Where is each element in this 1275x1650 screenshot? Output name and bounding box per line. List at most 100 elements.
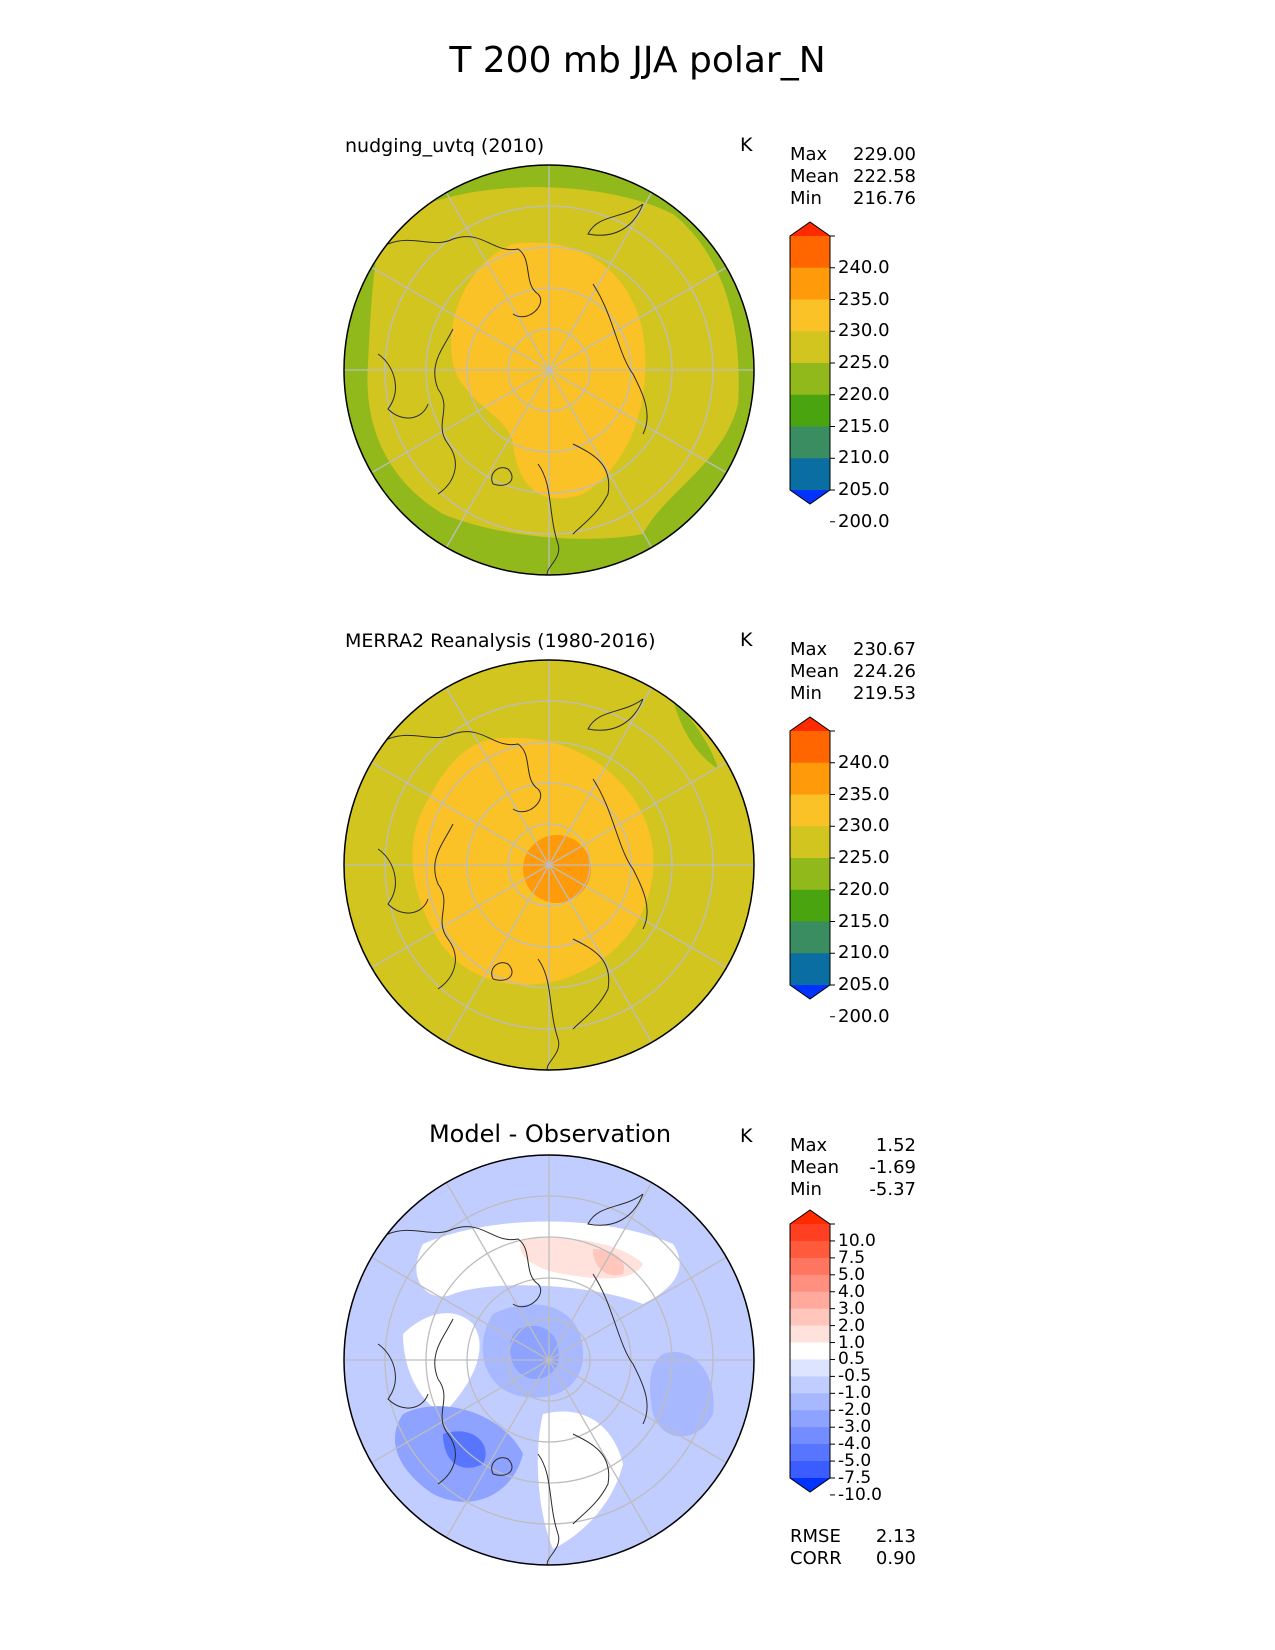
colorbar-tick-label: 4.0 xyxy=(838,1281,866,1302)
metric-label: CORR xyxy=(790,1548,842,1569)
colorbar-tick-label: 235.0 xyxy=(838,783,890,805)
colorbar-segment xyxy=(790,1461,830,1479)
colorbar-segment xyxy=(790,1274,830,1293)
colorbar-tick-label: 5.0 xyxy=(838,1264,866,1285)
colorbar-tick-label: 10.0 xyxy=(838,1230,876,1251)
colorbar-segment xyxy=(790,1257,830,1276)
colorbar-tick-label: 210.0 xyxy=(838,447,890,469)
colorbar-tick-label: 7.5 xyxy=(838,1247,866,1268)
colorbar-segment xyxy=(790,762,830,795)
colorbar-segment xyxy=(790,267,830,300)
colorbar-tick-label: 1.0 xyxy=(838,1332,866,1353)
map-gridlines xyxy=(344,1155,754,1565)
colorbar-tick-label: 230.0 xyxy=(838,320,890,342)
colorbar-extend-top xyxy=(790,222,830,236)
map-boundary xyxy=(343,659,755,1071)
colorbar-tick-label: 240.0 xyxy=(838,256,890,278)
panel-test-colorbar xyxy=(789,221,835,523)
map-field-near-zero-south xyxy=(537,1411,623,1549)
panel-test-title: nudging_uvtq (2010) xyxy=(345,135,545,157)
colorbar-segment xyxy=(790,1410,830,1428)
figure-title: T 200 mb JJA polar_N xyxy=(449,40,826,81)
map-gridlines xyxy=(344,660,754,1070)
stat-label: Max xyxy=(790,639,828,660)
colorbar-tick-label: -5.0 xyxy=(838,1451,872,1472)
stat-label: Min xyxy=(790,188,822,209)
colorbar-segment xyxy=(790,1240,830,1259)
map-field-negative-core xyxy=(509,1325,559,1379)
panel-reference-title: MERRA2 Reanalysis (1980-2016) xyxy=(345,630,656,652)
colorbar-segment xyxy=(790,299,830,332)
colorbar-tick-label: -7.5 xyxy=(838,1468,872,1488)
colorbar-extend-bottom xyxy=(790,1478,830,1492)
panel-difference-colorbar xyxy=(789,1209,835,1496)
colorbar-segment xyxy=(790,1224,830,1242)
metric-value: 0.90 xyxy=(875,1548,916,1569)
stat-value: 230.67 xyxy=(853,639,916,660)
colorbar-segment xyxy=(790,1291,830,1310)
panel-difference-metrics: RMSE 2.13 CORR 0.90 xyxy=(790,1526,916,1570)
colorbar-tick-label: 200.0 xyxy=(838,510,890,532)
colorbar-tick-label: 205.0 xyxy=(838,479,890,500)
map-coastlines xyxy=(377,203,648,575)
colorbar-segment xyxy=(790,731,830,764)
colorbar-segment xyxy=(790,794,830,827)
panel-difference-stats: Max 1.52 Mean -1.69 Min -5.37 xyxy=(790,1135,916,1201)
colorbar-tick-label: -1.0 xyxy=(838,1383,872,1404)
colorbar-extend-top xyxy=(790,1210,830,1224)
map-field-near-zero-west xyxy=(403,1313,480,1414)
stat-label: Mean xyxy=(790,1157,840,1178)
colorbar-tick-label: 0.5 xyxy=(838,1349,866,1370)
colorbar-extend-bottom xyxy=(790,985,830,999)
colorbar-segment xyxy=(790,953,830,986)
metric-value: 2.13 xyxy=(875,1526,916,1547)
colorbar-tick-label: 220.0 xyxy=(838,878,890,900)
stat-label: Max xyxy=(790,1135,828,1156)
colorbar-segment xyxy=(790,1325,830,1344)
stat-value: 224.26 xyxy=(853,661,916,682)
map-field-negative-east xyxy=(650,1352,714,1437)
colorbar-tick-label: 210.0 xyxy=(838,942,890,964)
colorbar-tick-label: -2.0 xyxy=(838,1400,872,1421)
colorbar-extend-top xyxy=(790,717,830,731)
panel-difference-title: Model - Observation xyxy=(428,1120,672,1148)
colorbar-segment xyxy=(790,921,830,954)
colorbar-tick-label: -4.0 xyxy=(838,1434,872,1455)
panel-test-units: K xyxy=(740,134,753,156)
stat-value: 216.76 xyxy=(853,188,916,209)
panel-test-stats: Max 229.00 Mean 222.58 Min 216.76 xyxy=(790,144,916,210)
panel-reference-units: K xyxy=(740,629,753,651)
panel-difference-units: K xyxy=(740,1125,753,1147)
stat-value: 1.52 xyxy=(875,1135,916,1156)
map-coastlines xyxy=(377,698,648,1070)
colorbar-segment xyxy=(790,1308,830,1327)
map-coastlines xyxy=(377,1193,648,1565)
colorbar-segment xyxy=(790,1342,830,1360)
stat-value: 222.58 xyxy=(853,166,916,187)
stat-label: Max xyxy=(790,144,828,165)
map-boundary xyxy=(343,1154,755,1566)
colorbar-tick-label: -10.0 xyxy=(838,1484,882,1505)
colorbar-segment xyxy=(790,426,830,459)
colorbar-tick-label: -0.5 xyxy=(838,1366,872,1387)
stat-value: -5.37 xyxy=(869,1179,916,1200)
colorbar-tick-label: 240.0 xyxy=(838,751,890,773)
colorbar-tick-label: 230.0 xyxy=(838,815,890,837)
colorbar-segment xyxy=(790,363,830,396)
colorbar-tick-label: 3.0 xyxy=(838,1298,866,1319)
colorbar-tick-label: 220.0 xyxy=(838,383,890,405)
stat-label: Mean xyxy=(790,166,840,187)
panel-test-map xyxy=(343,164,755,576)
colorbar-extend-bottom xyxy=(790,490,830,504)
panel-difference-map xyxy=(343,1154,755,1566)
colorbar-tick-label: 225.0 xyxy=(838,847,890,868)
metric-label: RMSE xyxy=(790,1526,841,1547)
colorbar-tick-label: 2.0 xyxy=(838,1315,866,1336)
map-boundary xyxy=(343,164,755,576)
colorbar-segment xyxy=(790,826,830,859)
stat-value: -1.69 xyxy=(869,1157,916,1178)
colorbar-segment xyxy=(790,1393,830,1411)
colorbar-tick-label: 225.0 xyxy=(838,352,890,373)
colorbar-segment xyxy=(790,858,830,891)
stat-label: Min xyxy=(790,1179,822,1200)
